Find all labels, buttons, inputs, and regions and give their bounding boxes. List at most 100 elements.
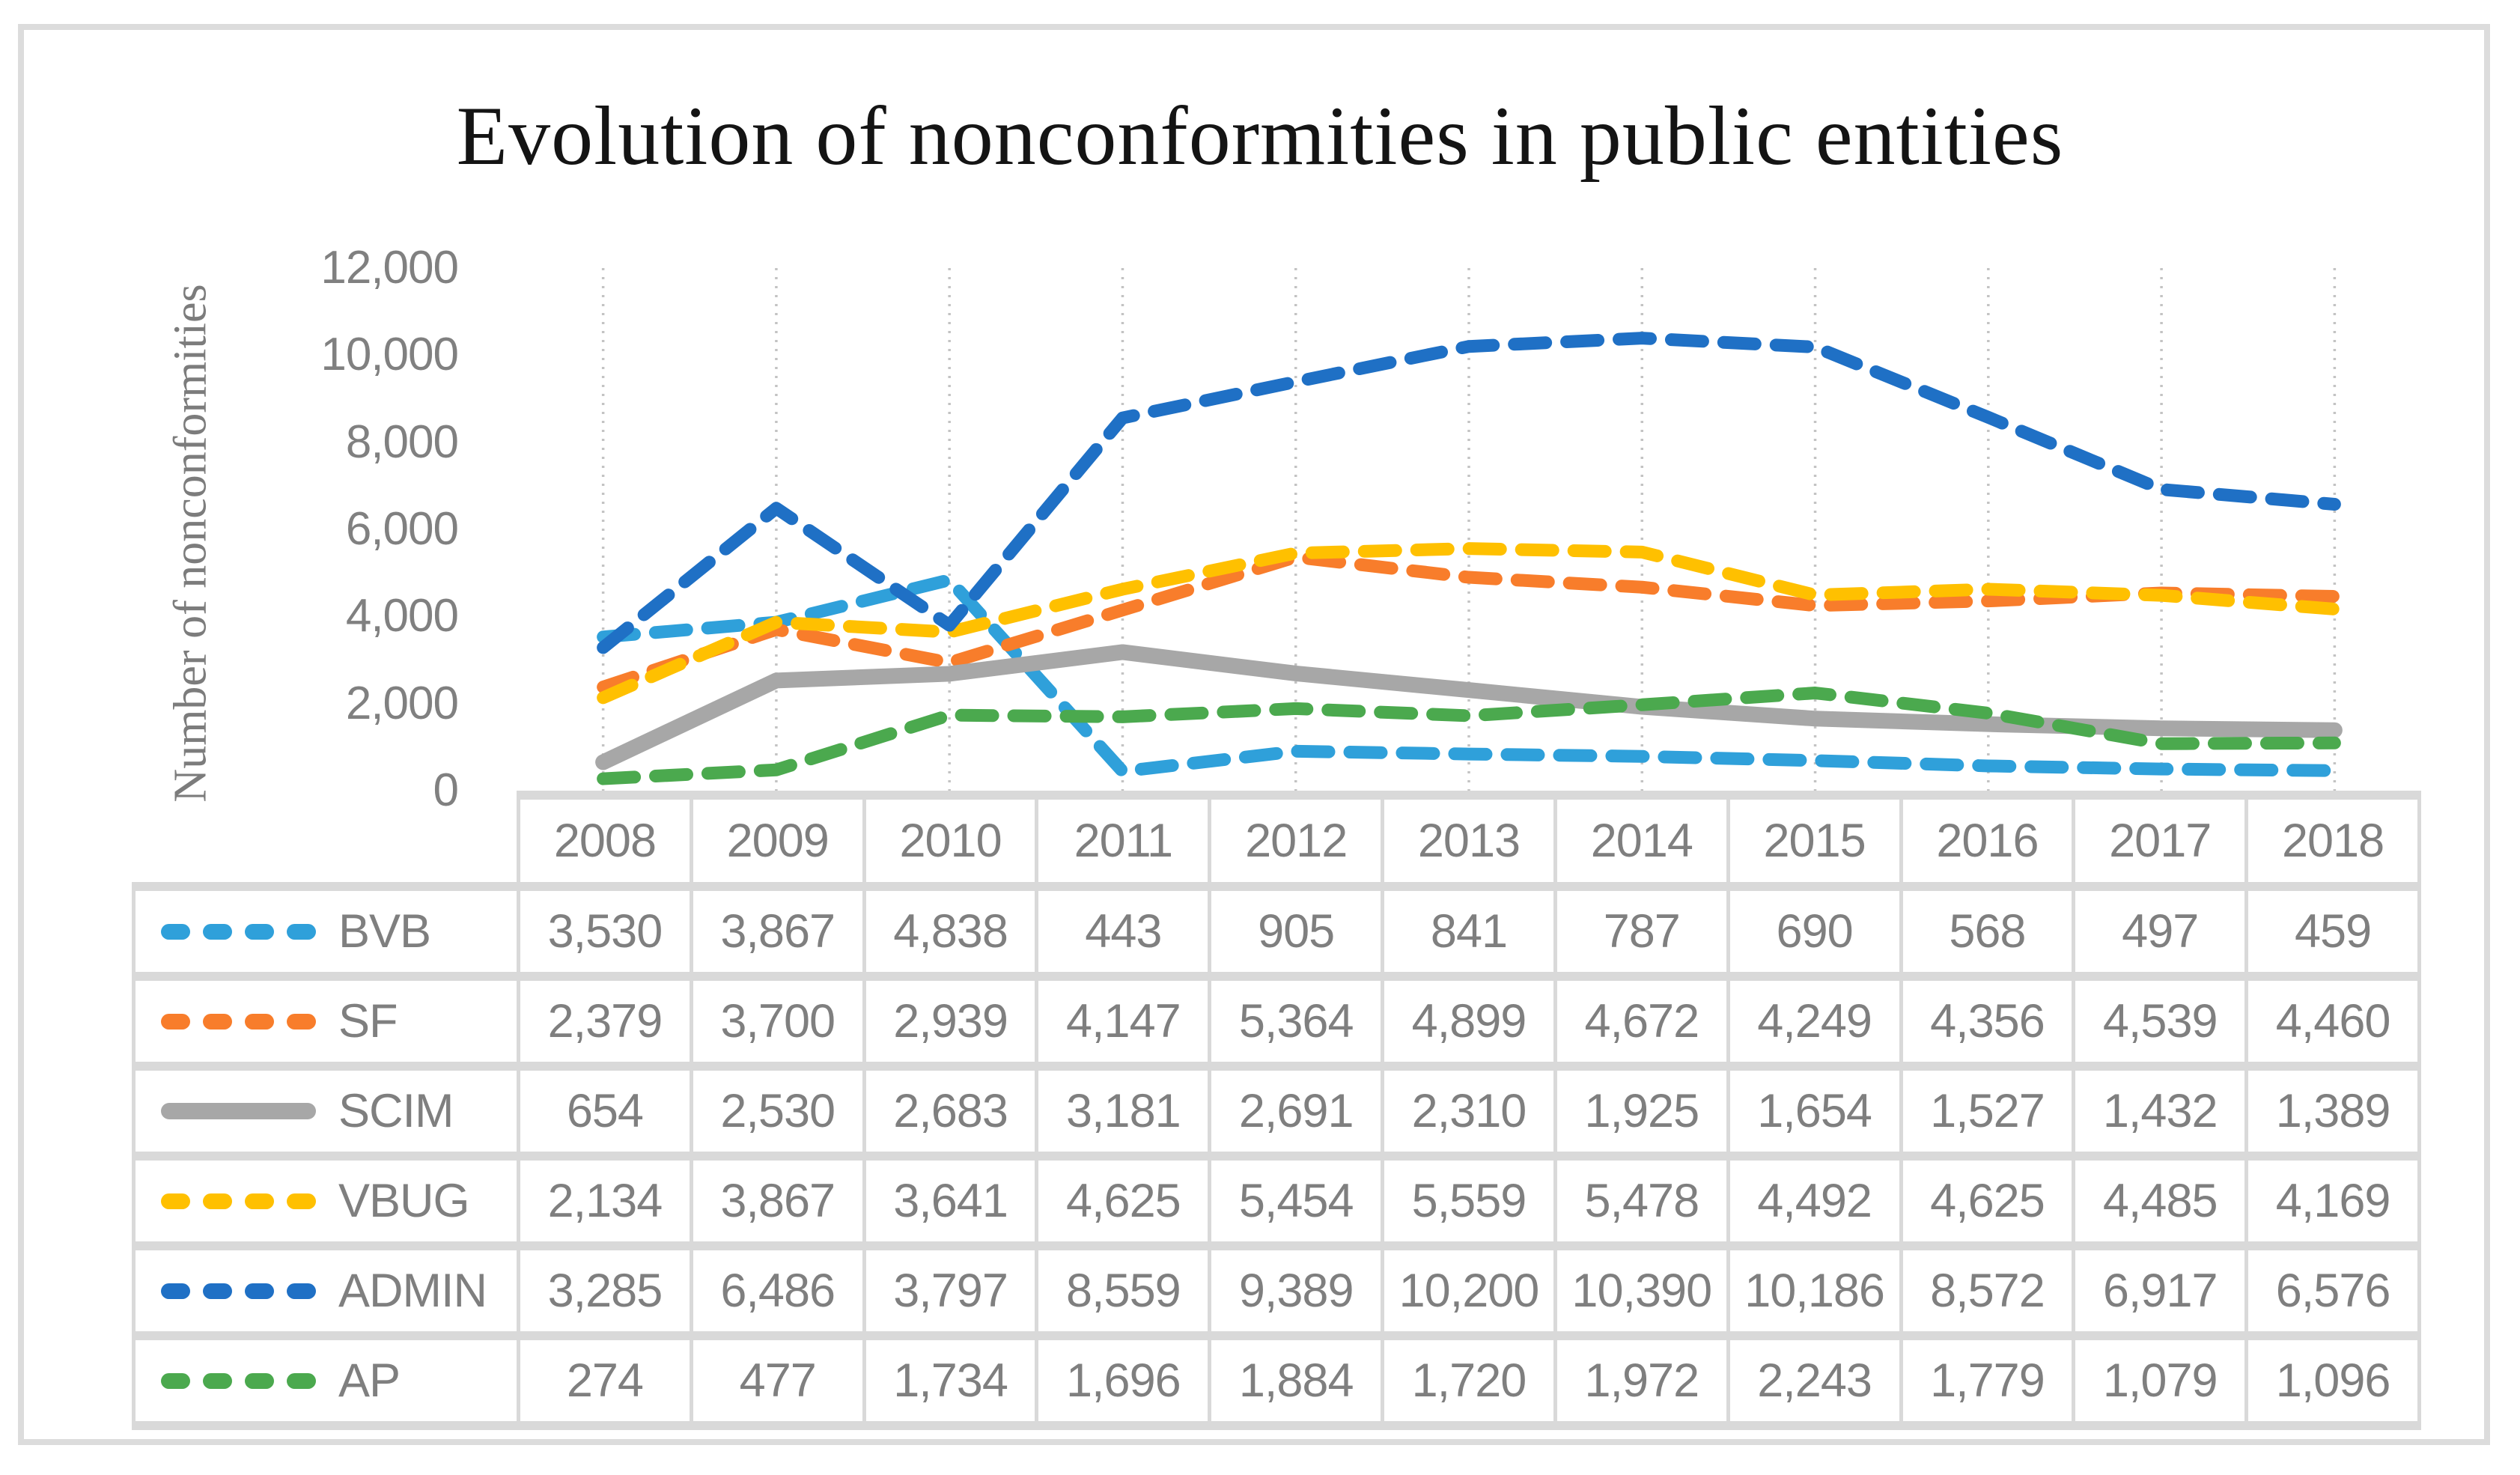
value-cell-vbug-2008: 2,134	[517, 1152, 693, 1250]
value-cell-scim-2008: 654	[517, 1062, 693, 1161]
legend-dash	[245, 1372, 274, 1389]
year-header-cell: 2013	[1381, 791, 1557, 891]
legend-dash	[203, 1013, 232, 1030]
legend-dash	[245, 1013, 274, 1030]
series-name-label: AP	[338, 1354, 401, 1407]
value-cell-ap-2011: 1,696	[1035, 1331, 1212, 1430]
value-cell-ap-2012: 1,884	[1208, 1331, 1385, 1430]
value-cell-bvb-2016: 568	[1899, 882, 2076, 981]
legend-dash	[203, 1372, 232, 1389]
value-cell-bvb-2009: 3,867	[689, 882, 866, 981]
value-cell-admin-2016: 8,572	[1899, 1241, 2076, 1340]
value-cell-bvb-2012: 905	[1208, 882, 1385, 981]
value-cell-ap-2016: 1,779	[1899, 1331, 2076, 1430]
legend-cell-sf: SF	[132, 972, 520, 1071]
value-cell-vbug-2015: 4,492	[1726, 1152, 1903, 1250]
legend-dash	[203, 923, 232, 940]
value-cell-sf-2018: 4,460	[2244, 972, 2421, 1071]
year-header-cell: 2018	[2244, 791, 2421, 891]
series-line-scim	[595, 644, 2343, 770]
value-cell-ap-2009: 477	[689, 1331, 866, 1430]
year-header-cell: 2014	[1553, 791, 1730, 891]
legend-dash	[161, 1013, 190, 1030]
legend-dash	[287, 923, 316, 940]
legend-line-sample-dashed	[161, 1372, 316, 1389]
table-row-vbug: VBUG 2,134 3,867 3,641 4,625 5,454 5,559 5,478 4…	[132, 1152, 2421, 1250]
value-cell-scim-2013: 2,310	[1381, 1062, 1557, 1161]
value-cell-sf-2009: 3,700	[689, 972, 866, 1071]
table-corner-blank	[134, 795, 519, 886]
legend-line-sample-solid	[161, 1103, 316, 1119]
value-cell-scim-2015: 1,654	[1726, 1062, 1903, 1161]
value-cell-admin-2017: 6,917	[2072, 1241, 2249, 1340]
value-cell-ap-2008: 274	[517, 1331, 693, 1430]
series-line-sf	[597, 550, 2341, 694]
series-name-label: SF	[338, 995, 398, 1047]
legend-cell-vbug: VBUG	[132, 1152, 520, 1250]
legend-dash	[161, 923, 190, 940]
value-cell-admin-2014: 10,390	[1553, 1241, 1730, 1340]
value-cell-admin-2012: 9,389	[1208, 1241, 1385, 1340]
legend-line-sample-dashed	[161, 1193, 316, 1209]
value-cell-sf-2012: 5,364	[1208, 972, 1385, 1071]
chart-title: Evolution of nonconformities in public e…	[456, 90, 2064, 183]
value-cell-ap-2015: 2,243	[1726, 1331, 1903, 1430]
legend-entry: VBUG	[161, 1174, 515, 1228]
value-cell-sf-2010: 2,939	[862, 972, 1039, 1071]
series-line-admin	[597, 332, 2341, 654]
table-row-admin: ADMIN 3,285 6,486 3,797 8,559 9,389 10,200 10,3…	[132, 1241, 2421, 1340]
legend-entry: AP	[161, 1354, 515, 1408]
series-name-label: ADMIN	[338, 1265, 487, 1317]
series-name-label: VBUG	[338, 1175, 470, 1227]
value-cell-scim-2014: 1,925	[1553, 1062, 1730, 1161]
value-cell-vbug-2012: 5,454	[1208, 1152, 1385, 1250]
value-cell-ap-2018: 1,096	[2244, 1331, 2421, 1430]
year-header-cell: 2011	[1035, 791, 1212, 891]
value-cell-scim-2009: 2,530	[689, 1062, 866, 1161]
legend-dash	[161, 1372, 190, 1389]
legend-cell-ap: AP	[132, 1331, 520, 1430]
data-table: 2008 2009 2010 2011 2012 2013 2014 2015 2016 2017…	[132, 791, 2421, 1430]
table-row-bvb: BVB 3,530 3,867 4,838 443 905 841 787 690 568 497 4…	[132, 882, 2421, 981]
value-cell-ap-2013: 1,720	[1381, 1331, 1557, 1430]
legend-cell-scim: SCIM	[132, 1062, 520, 1161]
value-cell-vbug-2013: 5,559	[1381, 1152, 1557, 1250]
value-cell-sf-2013: 4,899	[1381, 972, 1557, 1071]
value-cell-admin-2008: 3,285	[517, 1241, 693, 1340]
year-header-row: 2008 2009 2010 2011 2012 2013 2014 2015 2016 2017…	[134, 791, 2421, 891]
value-cell-admin-2013: 10,200	[1381, 1241, 1557, 1340]
value-cell-bvb-2018: 459	[2244, 882, 2421, 981]
value-cell-bvb-2017: 497	[2072, 882, 2249, 981]
year-header-cell: 2012	[1208, 791, 1385, 891]
data-table-header: 2008 2009 2010 2011 2012 2013 2014 2015 2016 2017…	[134, 791, 2421, 891]
value-cell-admin-2018: 6,576	[2244, 1241, 2421, 1340]
series-line-vbug	[597, 542, 2341, 705]
legend-dash	[161, 1193, 190, 1209]
value-cell-vbug-2011: 4,625	[1035, 1152, 1212, 1250]
year-header-cell: 2017	[2072, 791, 2249, 891]
value-cell-sf-2017: 4,539	[2072, 972, 2249, 1071]
y-tick-label: 10,000	[320, 329, 459, 381]
value-cell-sf-2014: 4,672	[1553, 972, 1730, 1071]
legend-dash	[287, 1193, 316, 1209]
value-cell-bvb-2010: 4,838	[862, 882, 1039, 981]
legend-entry: ADMIN	[161, 1264, 515, 1318]
value-cell-vbug-2009: 3,867	[689, 1152, 866, 1250]
table-row-sf: SF 2,379 3,700 2,939 4,147 5,364 4,899 4,672 4,2…	[132, 972, 2421, 1071]
value-cell-bvb-2014: 787	[1553, 882, 1730, 981]
legend-entry: BVB	[161, 904, 515, 958]
legend-entry: SF	[161, 994, 515, 1048]
value-cell-scim-2016: 1,527	[1899, 1062, 2076, 1161]
value-cell-sf-2008: 2,379	[517, 972, 693, 1071]
y-tick-label: 4,000	[345, 590, 459, 642]
y-tick-label: 2,000	[345, 677, 459, 729]
year-header-cell: 2009	[689, 791, 866, 891]
legend-dash	[287, 1372, 316, 1389]
value-cell-scim-2017: 1,432	[2072, 1062, 2249, 1161]
legend-dash	[245, 923, 274, 940]
value-cell-ap-2014: 1,972	[1553, 1331, 1730, 1430]
value-cell-vbug-2018: 4,169	[2244, 1152, 2421, 1250]
value-cell-bvb-2015: 690	[1726, 882, 1903, 981]
value-cell-admin-2009: 6,486	[689, 1241, 866, 1340]
legend-dash	[245, 1283, 274, 1299]
